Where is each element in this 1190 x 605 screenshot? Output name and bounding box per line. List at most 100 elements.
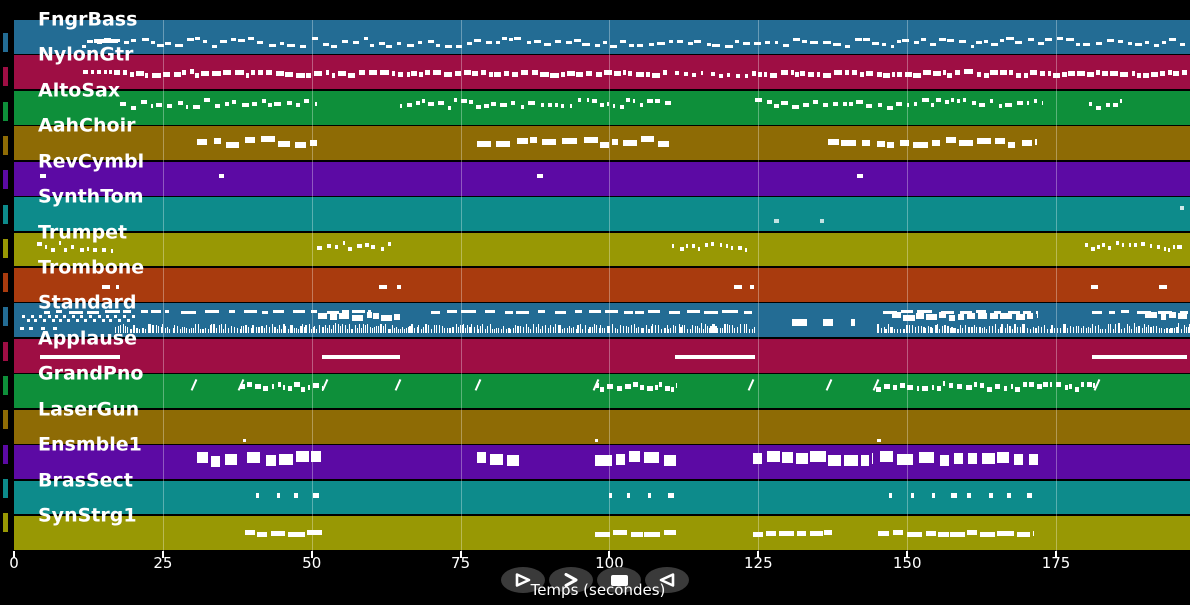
note-mark (1141, 327, 1143, 334)
fast-forward-button[interactable] (549, 567, 593, 593)
note-mark (256, 41, 263, 45)
note-mark (906, 531, 923, 537)
note-mark (549, 325, 551, 334)
note-mark (711, 72, 715, 77)
note-mark (500, 328, 502, 334)
note-mark (1107, 39, 1114, 43)
note-mark (996, 530, 1014, 536)
note-mark (745, 324, 748, 334)
note-mark (979, 383, 984, 389)
note-mark (223, 70, 232, 76)
note-mark (704, 324, 707, 334)
axis-tick-label: 25 (153, 554, 173, 572)
note-mark (330, 329, 332, 334)
note-mark (752, 531, 763, 537)
note-mark (955, 69, 961, 75)
note-mark (1180, 206, 1185, 211)
note-mark (561, 138, 578, 145)
note-mark (133, 325, 135, 334)
note-mark (1093, 379, 1101, 392)
note-mark (272, 310, 285, 314)
note-mark (947, 325, 949, 334)
note-mark (595, 532, 611, 538)
note-mark (664, 385, 671, 391)
note-mark (344, 324, 347, 334)
note-mark (328, 325, 330, 334)
note-mark (856, 99, 863, 104)
note-mark (447, 105, 451, 110)
note-mark (265, 455, 277, 467)
note-mark (810, 450, 826, 462)
note-mark (765, 40, 770, 44)
note-mark (692, 325, 694, 334)
note-mark (663, 69, 667, 75)
note-mark (341, 323, 344, 334)
note-mark (892, 385, 898, 391)
note-mark (554, 324, 557, 334)
note-mark (991, 42, 999, 46)
track-label-fngrbass: FngrBass (38, 8, 138, 31)
note-mark (708, 327, 711, 334)
note-mark (352, 309, 365, 313)
note-mark (212, 71, 222, 77)
track-color-tab (3, 273, 8, 293)
note-mark (1143, 324, 1146, 334)
note-mark (203, 39, 207, 43)
note-mark (1113, 103, 1118, 108)
track-lane-applause (14, 338, 1190, 373)
note-mark (994, 323, 996, 334)
note-mark (629, 450, 640, 462)
note-mark (646, 98, 653, 103)
note-mark (880, 450, 894, 462)
note-mark (131, 105, 137, 110)
note-mark (185, 105, 189, 110)
note-mark (1178, 323, 1180, 334)
note-mark (189, 69, 194, 75)
note-mark (958, 140, 973, 147)
note-mark (205, 327, 207, 334)
note-mark (1036, 384, 1042, 390)
note-mark (22, 315, 26, 319)
note-mark (174, 324, 176, 334)
note-mark (220, 323, 222, 334)
track-lane-trumpet (14, 232, 1190, 267)
note-mark (473, 326, 475, 334)
note-mark (1026, 327, 1029, 334)
note-mark (716, 328, 719, 334)
note-mark (341, 309, 349, 313)
note-mark (338, 70, 346, 76)
note-mark (774, 104, 780, 109)
track-label-brassect: BrasSect (38, 469, 133, 492)
note-mark (225, 454, 237, 466)
note-mark (436, 325, 438, 334)
rewind-button[interactable] (645, 567, 689, 593)
track-color-tab (3, 101, 8, 121)
track-lane-revcymbl (14, 161, 1190, 196)
play-button[interactable] (501, 567, 545, 593)
note-mark (877, 102, 883, 107)
track-lane-nylongtr (14, 55, 1190, 90)
note-mark (514, 37, 522, 41)
note-mark (315, 102, 318, 107)
note-mark (947, 39, 954, 43)
note-mark (371, 244, 376, 249)
track-label-revcymbl: RevCymbl (38, 150, 145, 173)
note-mark (141, 100, 147, 105)
note-mark (1121, 242, 1125, 247)
note-mark (538, 323, 540, 334)
note-mark (606, 101, 609, 106)
note-mark (627, 71, 633, 77)
note-mark (774, 40, 779, 44)
note-mark (903, 314, 916, 321)
note-mark (308, 323, 311, 334)
note-mark (747, 379, 755, 392)
note-mark (495, 328, 498, 334)
note-mark (939, 328, 941, 334)
note-mark (684, 72, 689, 77)
note-mark (291, 324, 293, 334)
note-mark (720, 243, 723, 248)
note-mark (711, 323, 714, 334)
stop-button[interactable] (597, 567, 641, 593)
note-mark (936, 385, 942, 391)
note-mark (564, 327, 566, 334)
